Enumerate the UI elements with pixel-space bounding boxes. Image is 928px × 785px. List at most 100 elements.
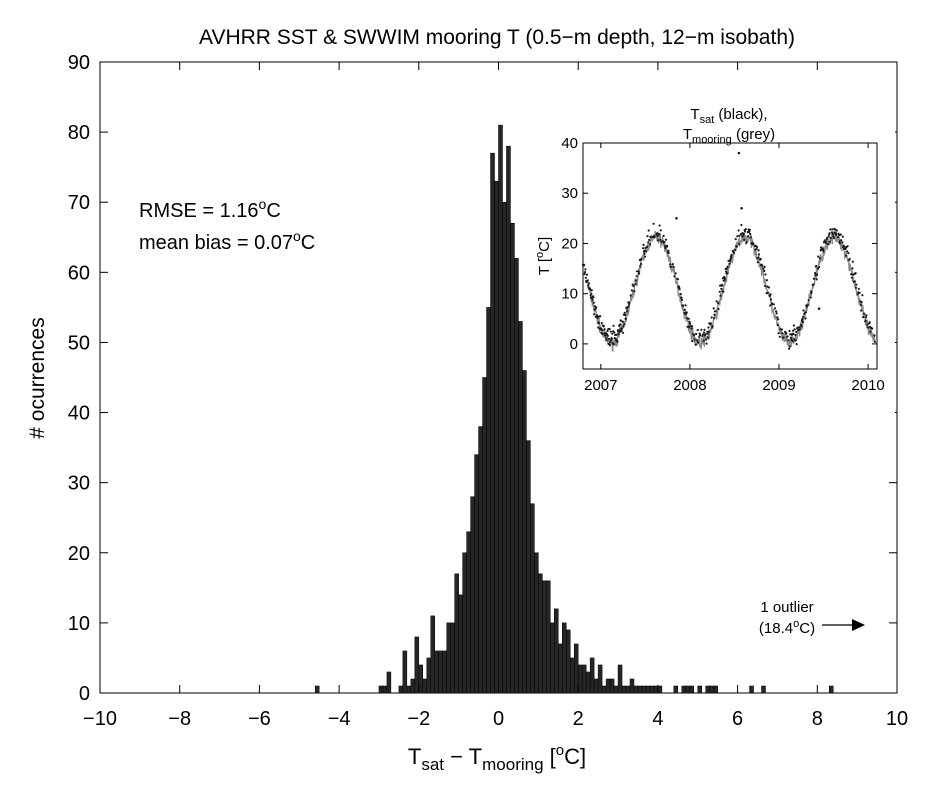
inset-x-tick-label: 2008 — [673, 377, 706, 394]
satellite-point — [734, 248, 737, 252]
satellite-point — [691, 340, 694, 343]
histogram-bar — [558, 643, 563, 694]
histogram-bar — [526, 440, 531, 694]
satellite-point — [799, 328, 802, 331]
satellite-point — [679, 293, 682, 296]
satellite-point — [617, 333, 620, 336]
histogram-bar — [645, 685, 651, 694]
histogram-bar — [546, 580, 551, 694]
satellite-point — [720, 287, 723, 290]
satellite-point — [619, 323, 622, 326]
inset-x-tick-labels: 2007 2008 2009 2010 — [584, 377, 885, 394]
satellite-point — [583, 263, 586, 266]
satellite-point — [703, 331, 706, 334]
x-tick-label: 10 — [886, 708, 908, 730]
satellite-point — [599, 315, 602, 318]
satellite-point — [868, 321, 871, 324]
histogram-bar — [422, 678, 428, 694]
histogram-bar — [625, 685, 631, 694]
satellite-point — [728, 262, 731, 265]
histogram-bar — [649, 685, 655, 694]
satellite-point — [747, 235, 750, 238]
histogram-bar — [474, 454, 479, 694]
satellite-point — [666, 244, 669, 247]
histogram-bar — [589, 657, 595, 694]
satellite-point — [805, 305, 808, 308]
inset-y-tick-label: 20 — [561, 235, 578, 252]
satellite-point — [707, 326, 710, 329]
satellite-point — [756, 261, 759, 264]
satellite-point — [644, 255, 647, 258]
satellite-point — [792, 332, 795, 335]
satellite-point — [846, 245, 849, 248]
satellite-point — [688, 325, 691, 328]
satellite-point — [647, 229, 650, 232]
satellite-point — [848, 257, 851, 260]
histogram-bars — [314, 124, 834, 694]
satellite-point — [788, 347, 791, 350]
satellite-outlier-point — [737, 151, 741, 155]
y-tick-labels: 0 10 20 30 40 50 60 70 80 90 — [68, 52, 90, 705]
satellite-point — [864, 316, 868, 319]
histogram-bar — [506, 145, 511, 694]
x-tick-label: 2 — [573, 708, 584, 730]
x-tick-label: 6 — [732, 708, 743, 730]
satellite-point — [719, 284, 722, 287]
satellite-point — [740, 223, 743, 227]
x-axis-label: Tsat − Tmooring [oC] — [408, 742, 586, 774]
histogram-bar — [450, 622, 455, 694]
satellite-point — [688, 322, 692, 325]
satellite-point — [785, 332, 788, 335]
satellite-point — [673, 275, 676, 278]
inset-y-tick-label: 0 — [570, 336, 578, 353]
histogram-bar — [749, 685, 754, 694]
satellite-point — [584, 276, 587, 279]
satellite-point — [680, 296, 683, 299]
histogram-bar — [577, 664, 583, 694]
satellite-point — [667, 251, 670, 254]
histogram-bar — [478, 426, 483, 694]
satellite-point — [601, 329, 604, 332]
satellite-point — [690, 327, 693, 330]
satellite-point — [726, 272, 729, 275]
satellite-point — [627, 305, 630, 308]
satellite-point — [836, 236, 840, 239]
satellite-point — [622, 331, 625, 334]
satellite-point — [676, 278, 680, 281]
histogram-bar — [402, 650, 408, 694]
y-tick-label: 90 — [68, 52, 90, 74]
satellite-point — [733, 251, 736, 255]
satellite-point — [678, 288, 681, 291]
satellite-point — [794, 339, 798, 342]
satellite-point — [693, 338, 696, 341]
satellite-point — [743, 230, 747, 233]
satellite-point — [620, 329, 623, 333]
histogram-bar — [466, 531, 471, 694]
satellite-point — [869, 330, 872, 333]
satellite-point — [671, 263, 674, 266]
satellite-point — [778, 335, 781, 338]
histogram-bar — [697, 685, 702, 694]
satellite-point — [648, 243, 652, 246]
satellite-point — [705, 342, 708, 345]
satellite-point — [634, 279, 638, 282]
satellite-point — [640, 258, 643, 261]
satellite-point — [775, 312, 778, 315]
satellite-point — [608, 327, 611, 331]
histogram-bar — [314, 685, 320, 694]
satellite-point — [866, 323, 869, 326]
satellite-point — [858, 291, 861, 294]
satellite-point — [624, 317, 628, 320]
satellite-point — [822, 250, 825, 253]
satellite-point — [707, 336, 710, 339]
histogram-bar — [573, 643, 579, 694]
histogram-bar — [641, 685, 647, 694]
histogram-bar — [438, 650, 443, 694]
satellite-point — [615, 333, 618, 336]
satellite-point — [713, 317, 716, 320]
histogram-bar — [565, 629, 571, 694]
satellite-point — [782, 336, 785, 339]
histogram-bar — [410, 678, 416, 694]
satellite-point — [767, 286, 771, 289]
histogram-bar — [462, 552, 467, 694]
